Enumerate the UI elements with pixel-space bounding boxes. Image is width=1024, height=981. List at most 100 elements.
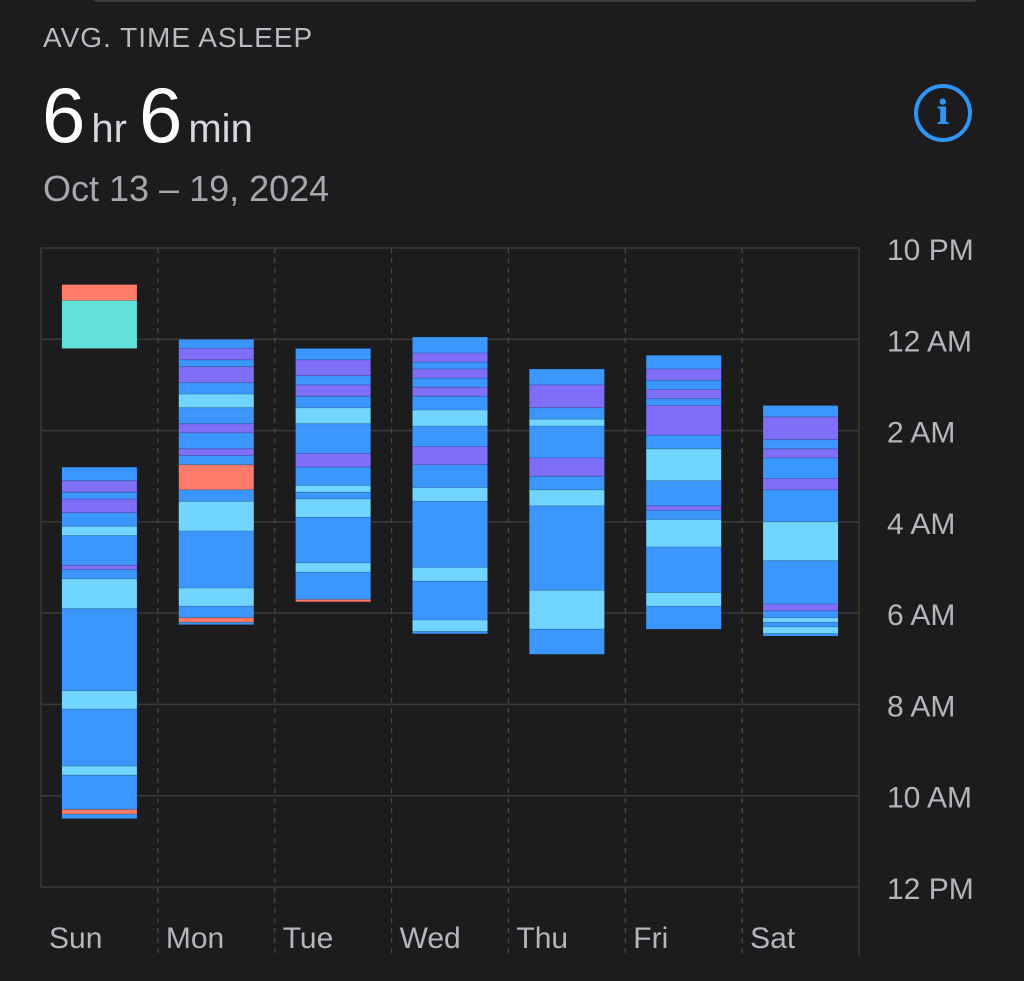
sleep-segment-core (295, 375, 371, 385)
sleep-segment-core (295, 423, 371, 454)
sleep-segment-deep (412, 368, 488, 379)
sleep-segment-rem (646, 592, 722, 607)
sleep-segment-rem (295, 499, 371, 518)
sleep-segment-deep (295, 384, 371, 397)
sleep-segment-core (763, 405, 839, 417)
sleep-segment-core (178, 339, 254, 349)
x-tick-label: Fri (633, 922, 668, 955)
metric-title: AVG. TIME ASLEEP (43, 22, 314, 53)
minutes-value: 6 (138, 71, 183, 159)
minutes-unit: min (188, 107, 253, 151)
sleep-segment-deep (763, 416, 839, 440)
y-tick-label: 2 AM (887, 417, 955, 450)
y-tick-label: 4 AM (887, 508, 955, 541)
sleep-segment-rem (529, 489, 605, 506)
x-tick-label: Mon (166, 922, 224, 955)
sleep-segment-awake (178, 464, 254, 490)
sleep-segment-rem (763, 626, 839, 634)
sleep-segment-deep (646, 405, 722, 436)
sleep-segment-core (646, 606, 722, 630)
sleep-segment-deep (412, 352, 488, 363)
sleep-segment-deep (646, 389, 722, 399)
avg-time-summary: 6 hr 6 min (42, 70, 265, 161)
sleep-segment-core (61, 467, 137, 481)
sleep-segment-core (646, 546, 722, 593)
sleep-segment-deep (178, 366, 254, 383)
sleep-segment-awake (295, 599, 371, 602)
sleep-segment-core (529, 476, 605, 490)
sleep-segment-deep (412, 387, 488, 397)
sleep-segment-deep (178, 423, 254, 433)
sleep-segment-core (412, 464, 488, 488)
sleep-segment-awake (61, 284, 137, 301)
sleep-segment-rem (61, 690, 137, 709)
sleep-segment-rem (61, 578, 137, 609)
sleep-segment-rem (763, 617, 839, 623)
sleep-segment-core (412, 426, 488, 447)
sleep-segment-rem (178, 394, 254, 408)
sleep-segment-deep (178, 448, 254, 456)
sleep-segment-core (412, 337, 488, 353)
sleep-segment-rem (295, 562, 371, 573)
sleep-segment-core (178, 455, 254, 465)
sleep-segment-core (295, 492, 371, 500)
sleep-segment-rem (178, 501, 254, 531)
sleep-segment-core (412, 362, 488, 369)
info-circle-icon[interactable]: i (914, 84, 972, 142)
sleep-segment-deep (763, 448, 839, 458)
sleep-segment-core (412, 631, 488, 634)
sleep-segment-deep (61, 499, 137, 513)
sleep-segment-core (529, 629, 605, 655)
sleep-segment-rem (412, 410, 488, 427)
sleep-segment-core (763, 610, 839, 618)
sleep-segment-core (178, 489, 254, 502)
sleep-segment-core (763, 560, 839, 605)
sleep-segment-core (178, 432, 254, 449)
sleep-segment-core (61, 708, 137, 767)
sleep-segment-rem (295, 407, 371, 424)
sleep-segment-core (412, 501, 488, 568)
sleep-segment-core (61, 512, 137, 527)
x-tick-label: Thu (516, 922, 568, 955)
sleep-segment-core (295, 396, 371, 408)
sleep-segment-rem (529, 419, 605, 427)
sleep-segment-core (178, 359, 254, 367)
x-tick-label: Tue (283, 922, 334, 955)
sleep-segment-core (412, 581, 488, 620)
sleep-segment-core (295, 517, 371, 563)
sleep-segment-rem (412, 619, 488, 632)
sleep-segment-rem (61, 766, 137, 776)
date-range: Oct 13 – 19, 2024 (43, 168, 330, 209)
sleep-segment-core (763, 457, 839, 479)
sleep-segment-deep (295, 453, 371, 468)
top-card-edge (90, 0, 980, 2)
sleep-segment-core (178, 407, 254, 424)
sleep-segment-deep (61, 480, 137, 493)
sleep-segment-rem (412, 567, 488, 582)
sleep-segment-core (178, 382, 254, 395)
y-tick-label: 8 AM (887, 690, 955, 723)
sleep-segment-core (61, 492, 137, 500)
sleep-segment-rem (178, 588, 254, 607)
sleep-segment-core (763, 439, 839, 449)
y-tick-label: 10 AM (887, 782, 972, 815)
sleep-segment-core (763, 622, 839, 627)
sleep-segment-core (61, 608, 137, 691)
sleep-segment-core (646, 398, 722, 406)
sleep-segment-deep (529, 384, 605, 408)
sleep-segment-core (295, 467, 371, 486)
sleep-segment-rem (61, 526, 137, 536)
sleep-segment-rem (529, 590, 605, 630)
hours-value: 6 (42, 71, 86, 159)
sleep-segment-core (61, 813, 137, 819)
sleep-segment-deep (529, 457, 605, 477)
sleep-segment-core (61, 535, 137, 566)
sleep-segment-rem (412, 487, 488, 502)
sleep-segment-core (646, 435, 722, 449)
y-tick-label: 10 PM (887, 234, 974, 267)
sleep-segment-deep (178, 348, 254, 360)
sleep-segment-deep (646, 368, 722, 381)
sleep-segment-core (763, 489, 839, 522)
sleep-segment-deep (763, 604, 839, 611)
sleep-segment-core (412, 378, 488, 388)
